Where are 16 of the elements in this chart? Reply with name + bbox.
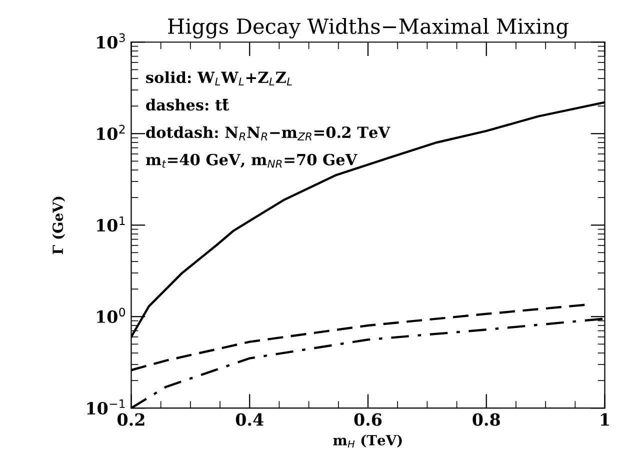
chart-title: Higgs Decay Widths−Maximal Mixing: [168, 18, 568, 38]
annotation: solid: W$_{L}$W$_{L}$+Z$_{L}$Z$_{L}$: [146, 71, 292, 86]
x-tick-label: 1: [601, 413, 609, 426]
y-tick-label: 10$^{3}$: [97, 33, 125, 49]
annotation: dashes: tt̄: [146, 98, 230, 111]
y-tick-label: 10$^{1}$: [97, 216, 125, 232]
x-axis-title: m$_{H}$ (TeV): [333, 434, 402, 448]
x-tick-label: 0.4: [236, 413, 264, 426]
y-tick-label: 10$^{0}$: [97, 308, 126, 324]
x-tick-label: 0.2: [118, 413, 144, 426]
annotation: m$_{t}$=40 GeV, m$_{NR}$=70 GeV: [146, 154, 358, 168]
y-tick-label: 10$^{2}$: [97, 124, 125, 140]
x-tick-label: 0.6: [354, 413, 382, 426]
x-tick-label: 0.8: [472, 413, 500, 426]
y-axis-title: Γ (GeV): [52, 196, 66, 254]
annotation: dotdash: N$_{R}$N$_{R}$−m$_{ZR}$=0.2 TeV: [146, 126, 390, 140]
